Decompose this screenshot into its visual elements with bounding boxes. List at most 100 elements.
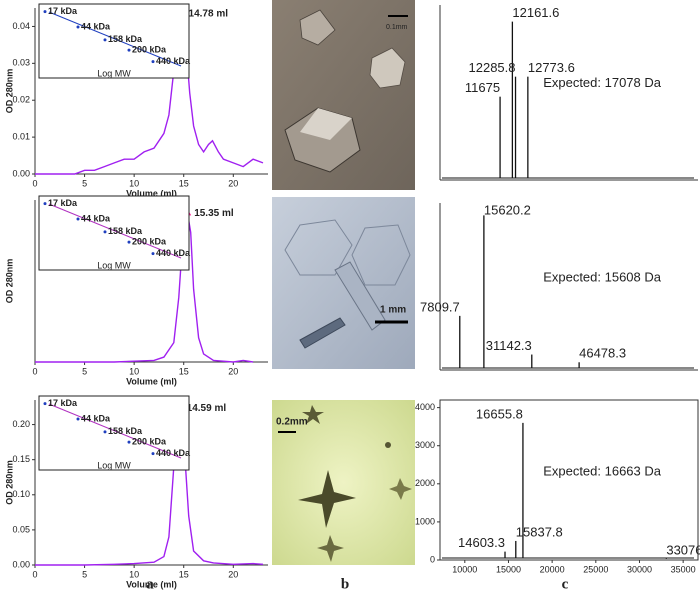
panel-label: b: [341, 576, 349, 592]
inset-point: [127, 240, 131, 244]
inset-x-label: Log MW: [97, 260, 131, 270]
y-tick-label: 0.20: [12, 419, 30, 429]
inset-fit: [48, 403, 182, 459]
y-tick-label: 0: [430, 554, 435, 564]
y-tick-label: 0.00: [12, 168, 30, 178]
peak-label: 12773.6: [528, 60, 575, 75]
peak-label: 33076.6: [666, 542, 700, 557]
expected-mass: Expected: 17078 Da: [543, 75, 662, 90]
y-axis-label: OD 280nm: [4, 460, 14, 505]
x-tick-label: 20: [228, 366, 238, 376]
inset-point: [43, 202, 47, 206]
x-axis-label: Volume (ml): [126, 376, 177, 386]
inset-point: [76, 25, 80, 29]
inset-label: 440 kDa: [156, 448, 191, 458]
photo-crystals-2: 1 mm: [272, 197, 415, 369]
x-tick-label: 5: [82, 569, 87, 579]
inset-point: [43, 10, 47, 14]
inset-label: 158 kDa: [108, 426, 143, 436]
scale-label: 0.1mm: [386, 24, 408, 31]
x-tick-label: 15: [179, 178, 189, 188]
x-axis-label: Volume (ml): [126, 188, 177, 198]
x-tick-label: 10: [129, 569, 139, 579]
inset-label: 17 kDa: [48, 198, 78, 208]
inset-point: [103, 38, 107, 42]
inset-point: [103, 430, 107, 434]
inset-point: [43, 402, 47, 406]
inset-label: 440 kDa: [156, 248, 191, 258]
peak-annotation: 15.35 ml: [194, 208, 234, 219]
inset-point: [127, 440, 131, 444]
expected-mass: Expected: 15608 Da: [543, 270, 662, 285]
inset-fit: [48, 203, 182, 259]
inset-point: [76, 217, 80, 221]
inset-point: [76, 417, 80, 421]
y-tick-label: 2000: [415, 478, 435, 488]
inset-x-label: Log MW: [97, 460, 131, 470]
inset-label: 17 kDa: [48, 6, 78, 16]
x-tick-label: 5: [82, 178, 87, 188]
inset-label: 440 kDa: [156, 56, 191, 66]
y-axis-label: OD 280nm: [4, 69, 14, 114]
inset-point: [151, 60, 155, 64]
y-tick-label: 0.03: [12, 58, 30, 68]
inset-label: 158 kDa: [108, 226, 143, 236]
peak-label: 12161.6: [512, 5, 559, 20]
inset-label: 44 kDa: [81, 21, 111, 31]
y-tick-label: 0.04: [12, 21, 30, 31]
inset-label: 158 kDa: [108, 34, 143, 44]
peak-label: 46478.3: [579, 346, 626, 361]
x-tick-label: 10: [129, 178, 139, 188]
peak-label: 12285.8: [469, 60, 516, 75]
inset-fit: [48, 11, 182, 67]
inset-frame: [38, 395, 190, 471]
y-tick-label: 0.15: [12, 454, 30, 464]
panel-label: c: [562, 576, 569, 592]
peak-label: 15620.2: [484, 202, 531, 217]
inset-point: [151, 252, 155, 256]
y-tick-label: 0.02: [12, 95, 30, 105]
inset-label: 200 kDa: [132, 236, 167, 246]
y-tick-label: 3000: [415, 440, 435, 450]
peak-label: 31142.3: [486, 338, 532, 353]
y-tick-label: 1000: [415, 516, 435, 526]
photo-crystals-1: 0.1mm: [272, 0, 415, 190]
y-tick-label: 0.01: [12, 131, 30, 141]
peak-annotation: 14.78 ml: [189, 8, 229, 19]
y-tick-label: 0.05: [12, 524, 30, 534]
scale-label: 0.2mm: [276, 417, 308, 428]
inset-x-label: Log MW: [97, 68, 131, 78]
frame: [439, 399, 699, 561]
y-axis-label: OD 280nm: [4, 259, 14, 304]
y-tick-label: 0.00: [12, 559, 30, 569]
x-tick-label: 25000: [583, 564, 608, 574]
inset-point: [103, 230, 107, 234]
inset-label: 44 kDa: [81, 413, 111, 423]
x-tick-label: 5: [82, 366, 87, 376]
inset-frame: [38, 195, 190, 271]
inset-point: [151, 452, 155, 456]
x-tick-label: 0: [32, 366, 37, 376]
x-tick-label: 15: [179, 366, 189, 376]
y-tick-label: 4000: [415, 402, 435, 412]
photo-crystals-3: 0.2mm: [272, 400, 415, 565]
inset-point: [127, 48, 131, 52]
x-tick-label: 20: [228, 178, 238, 188]
peak-label: 14603.3: [458, 535, 505, 550]
inset-label: 44 kDa: [81, 213, 111, 223]
x-tick-label: 20000: [540, 564, 565, 574]
inset-frame: [38, 3, 190, 79]
peak-label: 15837.8: [516, 524, 563, 539]
x-tick-label: 30000: [627, 564, 652, 574]
peak-label: 16655.8: [476, 406, 523, 421]
y-tick-label: 0.10: [12, 489, 30, 499]
x-tick-label: 10: [129, 366, 139, 376]
scale-label: 1 mm: [380, 305, 406, 316]
inset-label: 200 kDa: [132, 44, 167, 54]
x-tick-label: 15: [179, 569, 189, 579]
x-tick-label: 0: [32, 178, 37, 188]
panel-label: a: [146, 576, 154, 592]
expected-mass: Expected: 16663 Da: [543, 463, 662, 478]
x-tick-label: 35000: [671, 564, 696, 574]
